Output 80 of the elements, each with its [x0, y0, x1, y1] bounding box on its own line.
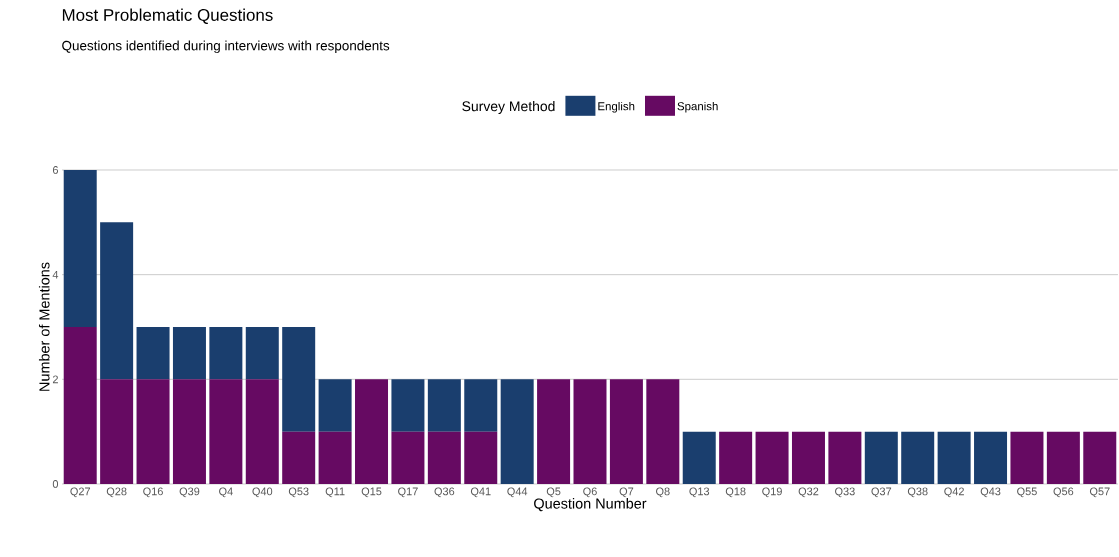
bar — [318, 379, 352, 432]
bar — [828, 431, 862, 484]
x-tick-label: Q38 — [907, 487, 928, 498]
x-tick-label: Q5 — [546, 487, 561, 498]
bar — [282, 326, 316, 432]
x-tick-label: Q6 — [583, 487, 597, 498]
x-tick-label: Q18 — [725, 487, 746, 498]
bar — [682, 431, 716, 484]
y-axis-title: Number of Mentions — [38, 262, 50, 391]
x-tick-label: Q36 — [434, 487, 455, 498]
chart-title: Most Problematic Questions — [62, 8, 273, 24]
bar — [1083, 431, 1117, 484]
bar — [719, 431, 753, 484]
bar — [245, 326, 279, 380]
x-tick-label: Q19 — [762, 487, 782, 498]
x-tick-label: Q15 — [361, 487, 382, 498]
bar — [136, 326, 170, 380]
chart-subtitle: Questions identified during interviews with respondents — [62, 40, 390, 54]
bar — [609, 379, 643, 484]
x-axis-title: Question Number — [534, 498, 647, 512]
bar — [537, 379, 571, 484]
bar — [464, 379, 498, 432]
x-tick-label: Q11 — [325, 487, 345, 498]
bar — [282, 431, 316, 484]
x-tick-label: Q40 — [252, 487, 273, 498]
bar — [864, 431, 898, 484]
legend-title: Survey Method — [462, 101, 555, 114]
bar — [100, 222, 134, 380]
y-tick-label: 4 — [52, 270, 59, 279]
x-tick-label: Q55 — [1017, 487, 1037, 498]
bar — [937, 431, 971, 484]
x-tick-label: Q17 — [398, 487, 418, 498]
y-tick-label: 6 — [52, 166, 58, 174]
bar — [318, 431, 352, 484]
x-tick-label: Q4 — [219, 487, 233, 498]
x-tick-label: Q27 — [70, 487, 91, 498]
x-tick-label: Q57 — [1089, 487, 1110, 498]
x-tick-label: Q56 — [1053, 487, 1074, 498]
bar — [791, 431, 825, 484]
x-tick-label: Q28 — [106, 487, 127, 498]
x-tick-label: Q41 — [470, 487, 491, 498]
x-tick-label: Q53 — [288, 487, 309, 498]
bar — [391, 431, 425, 484]
x-tick-label: Q7 — [619, 487, 634, 498]
x-tick-label: Q43 — [980, 487, 1001, 498]
x-tick-label: Q37 — [871, 487, 892, 498]
bar — [974, 431, 1008, 484]
bar — [755, 431, 789, 484]
bar — [245, 379, 279, 484]
legend-label: English — [598, 101, 635, 113]
bar — [573, 379, 607, 484]
bar — [172, 379, 206, 484]
x-tick-label: Q16 — [143, 487, 163, 498]
x-tick-label: Q13 — [689, 487, 710, 498]
bar — [500, 379, 534, 484]
x-tick-label: Q32 — [798, 487, 819, 498]
bar — [172, 326, 206, 380]
bar — [136, 379, 170, 484]
x-tick-label: Q33 — [835, 487, 855, 498]
bar — [209, 379, 243, 484]
bar — [100, 379, 134, 484]
bar — [391, 379, 425, 432]
bar — [1010, 431, 1044, 484]
bar — [209, 326, 243, 380]
x-tick-label: Q8 — [656, 487, 670, 498]
x-tick-label: Q44 — [507, 487, 528, 498]
x-tick-label: Q39 — [179, 487, 200, 498]
bar — [63, 326, 97, 484]
bar — [355, 379, 389, 484]
bar — [427, 379, 461, 432]
bar — [646, 379, 680, 484]
bar — [1046, 431, 1080, 484]
bar — [901, 431, 935, 484]
bar — [63, 169, 97, 327]
x-tick-label: Q42 — [944, 487, 964, 498]
legend-label: Spanish — [677, 101, 718, 113]
y-tick-label: 0 — [52, 480, 59, 488]
bar — [427, 431, 461, 484]
y-tick-label: 2 — [52, 375, 58, 384]
bar — [464, 431, 498, 484]
